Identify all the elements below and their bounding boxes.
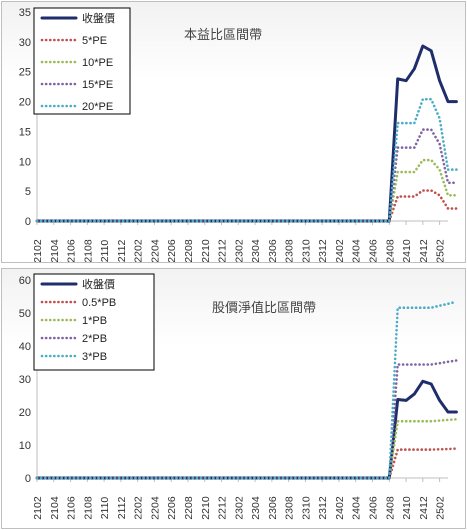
y-tick-label: 25 bbox=[19, 67, 31, 79]
x-tick-label: 2212 bbox=[217, 496, 229, 520]
x-tick-label: 2404 bbox=[351, 496, 363, 520]
pe-band-chart-panel: 0 5 10 15 20 25 30 35 2102 2104 2106 2108 2110 2112 22… bbox=[1, 1, 466, 263]
x-tick-label: 2108 bbox=[82, 239, 94, 262]
y-tick-label: 10 bbox=[19, 440, 31, 452]
x-tick-label: 2310 bbox=[300, 496, 312, 520]
x-tick-label: 2304 bbox=[250, 239, 262, 262]
x-tick-label: 2308 bbox=[284, 239, 296, 262]
legend-label: 5*PE bbox=[82, 35, 107, 47]
legend-label: 20*PE bbox=[82, 101, 113, 113]
x-tick-label: 2308 bbox=[284, 496, 296, 520]
legend: 收盤價 0.5*PB 1*PB 2*PB 3*PB bbox=[33, 273, 155, 371]
y-tick-label: 5 bbox=[25, 186, 31, 198]
pe-band-chart: 0 5 10 15 20 25 30 35 2102 2104 2106 2108 2110 2112 22… bbox=[19, 7, 458, 262]
pb-band-chart-panel: 0 10 20 30 40 50 60 2102 2104 2106 2108 2110 2112 220… bbox=[1, 268, 466, 529]
x-tick-label: 2310 bbox=[300, 239, 312, 262]
x-tick-label: 2212 bbox=[217, 239, 229, 262]
x-tick-label: 2208 bbox=[183, 239, 195, 262]
x-tick-label: 2406 bbox=[368, 239, 380, 262]
legend-label: 10*PE bbox=[82, 57, 113, 69]
x-tick-label: 2312 bbox=[317, 496, 329, 520]
x-tick-label: 2412 bbox=[418, 239, 430, 262]
y-tick-label: 30 bbox=[19, 374, 31, 386]
x-tick-label: 2410 bbox=[401, 239, 413, 262]
x-tick-label: 2402 bbox=[334, 239, 346, 262]
x-tick-label: 2502 bbox=[435, 496, 447, 520]
x-tick-label: 2112 bbox=[116, 497, 128, 520]
y-tick-label: 60 bbox=[19, 275, 31, 287]
x-tick-label: 2102 bbox=[32, 239, 44, 262]
x-tick-label: 2206 bbox=[166, 239, 178, 262]
x-tick-label: 2202 bbox=[133, 496, 145, 520]
x-tick-label: 2412 bbox=[418, 496, 430, 520]
legend-label: 15*PE bbox=[82, 79, 113, 91]
y-tick-label: 20 bbox=[19, 407, 31, 419]
x-tick-label: 2502 bbox=[435, 239, 447, 262]
legend-label: 2*PB bbox=[82, 333, 107, 345]
x-tick-label: 2410 bbox=[401, 496, 413, 520]
x-tick-label: 2404 bbox=[351, 239, 363, 262]
x-tick-label: 2408 bbox=[384, 496, 396, 520]
y-tick-label: 0 bbox=[25, 216, 31, 228]
y-tick-label: 10 bbox=[19, 156, 31, 168]
chart-title: 本益比區間帶 bbox=[184, 27, 262, 42]
x-tick-label: 2210 bbox=[200, 239, 212, 262]
legend-label: 收盤價 bbox=[82, 277, 115, 291]
x-tick-label: 2402 bbox=[334, 496, 346, 520]
x-tick-label: 2110 bbox=[99, 497, 111, 520]
legend: 收盤價 5*PE 10*PE 15*PE 20*PE bbox=[33, 7, 131, 115]
x-tick-label: 2102 bbox=[32, 496, 44, 520]
x-tick-label: 2202 bbox=[133, 239, 145, 262]
x-tick-label: 2206 bbox=[166, 496, 178, 520]
y-tick-label: 0 bbox=[25, 473, 31, 485]
legend-label: 收盤價 bbox=[82, 11, 115, 25]
x-tick-label: 2304 bbox=[250, 496, 262, 520]
x-tick-label: 2106 bbox=[66, 239, 78, 262]
x-tick-label: 2204 bbox=[149, 496, 161, 520]
x-tick-label: 2208 bbox=[183, 496, 195, 520]
x-tick-label: 2306 bbox=[267, 239, 279, 262]
chart-title: 股價淨值比區間帶 bbox=[212, 300, 316, 315]
x-tick-label: 2408 bbox=[384, 239, 396, 262]
x-tick-label: 2104 bbox=[49, 239, 61, 262]
x-tick-label: 2112 bbox=[116, 240, 128, 262]
x-tick-label: 2210 bbox=[200, 496, 212, 520]
y-tick-label: 30 bbox=[19, 37, 31, 49]
y-tick-label: 15 bbox=[19, 126, 31, 138]
series-line-4 bbox=[35, 359, 458, 480]
x-tick-label: 2106 bbox=[66, 496, 78, 520]
pb-band-chart: 0 10 20 30 40 50 60 2102 2104 2106 2108 2110 2112 220… bbox=[19, 273, 458, 520]
x-tick-label: 2108 bbox=[82, 496, 94, 520]
x-tick-label: 2312 bbox=[317, 239, 329, 262]
y-tick-label: 35 bbox=[19, 7, 31, 19]
legend-label: 0.5*PB bbox=[82, 297, 116, 309]
y-tick-label: 40 bbox=[19, 341, 31, 353]
y-tick-label: 20 bbox=[19, 97, 31, 109]
series-line-5 bbox=[35, 300, 458, 480]
legend-label: 1*PB bbox=[82, 315, 107, 327]
y-tick-label: 50 bbox=[19, 308, 31, 320]
legend-label: 3*PB bbox=[82, 351, 107, 363]
x-tick-label: 2302 bbox=[233, 239, 245, 262]
x-tick-label: 2302 bbox=[233, 496, 245, 520]
x-tick-label: 2406 bbox=[368, 496, 380, 520]
legend-box bbox=[33, 273, 155, 371]
x-tick-label: 2110 bbox=[99, 240, 111, 262]
x-tick-label: 2204 bbox=[149, 239, 161, 262]
x-tick-label: 2306 bbox=[267, 496, 279, 520]
series-line-5 bbox=[35, 97, 458, 223]
x-tick-label: 2104 bbox=[49, 496, 61, 520]
